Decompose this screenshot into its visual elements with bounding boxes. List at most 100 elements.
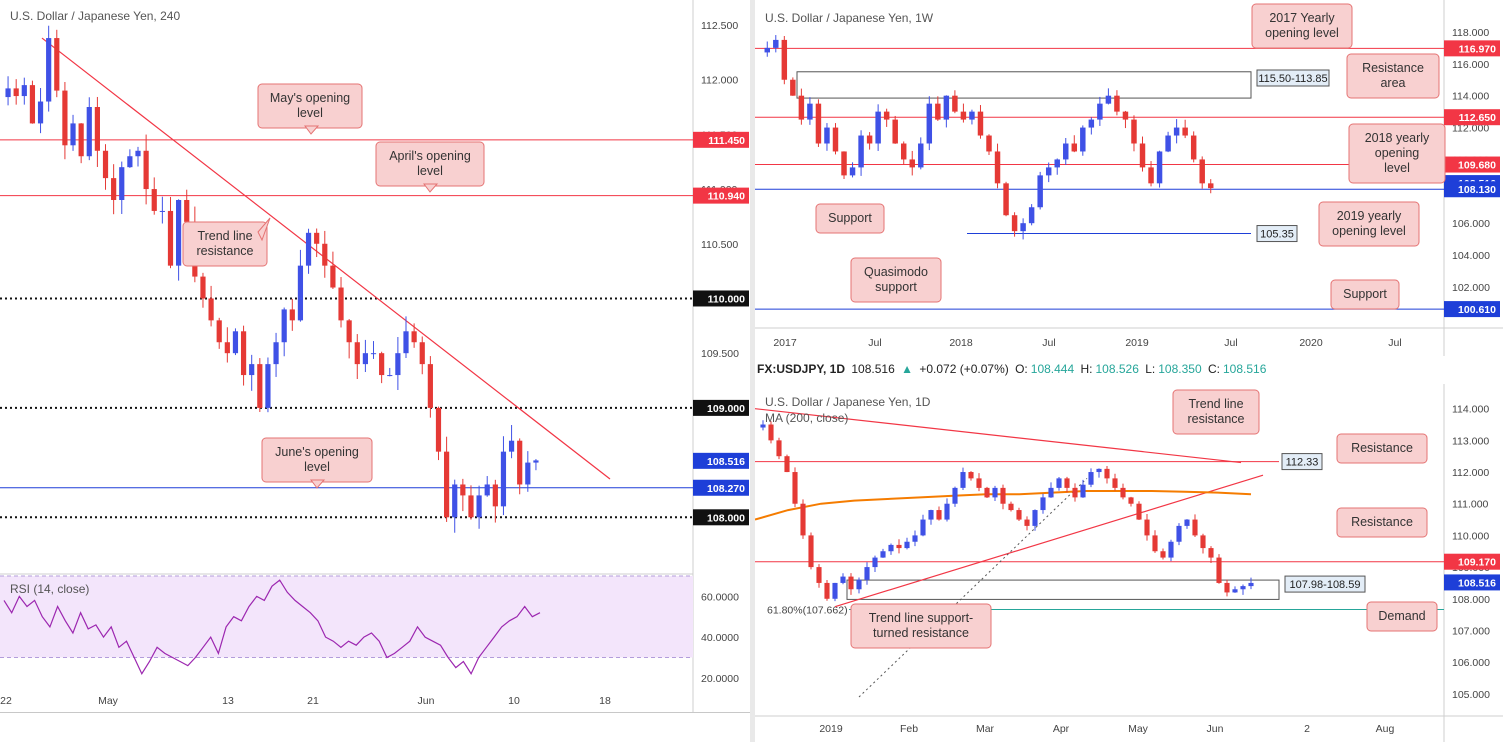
d1-trend-support-callout-text: Trend line support- [869,611,973,625]
h4-x-tick: Jun [418,695,435,707]
w1-level-tag [1444,156,1500,173]
w1-y-tick: 104.000 [1452,250,1490,262]
w1-2018-callout-box [1348,123,1446,184]
h4-axis-bottom-line [0,712,750,713]
w1-x-tick: Jul [868,337,881,349]
h4-level-tag [693,290,749,307]
h4-candle [533,460,539,463]
ticker-open: 108.444 [1030,362,1075,376]
h4-level-tag [693,399,749,416]
d1-y-tick: 110.000 [1452,530,1489,542]
w1-candle [1156,151,1163,184]
h4-candle [200,276,206,299]
w1-resistance-area-callout-text: Resistance [1362,61,1424,75]
h4-candle [167,210,174,266]
w1-x-tick: Jul [1224,337,1237,349]
h4-candle [492,484,498,507]
d1-y-tick: 111.000 [1452,499,1489,511]
h4-may-callout-text: level [297,106,323,120]
d1-candle [856,579,862,590]
w1-candle [1045,167,1052,176]
w1-level-tag-label: 116.970 [1459,43,1497,55]
d1-candle [1056,478,1062,488]
h4-candle [338,287,344,321]
h4-x-tick: 22 [0,695,12,707]
w1-level-tag-label: 109.680 [1458,160,1496,172]
d1-dotted-trend [858,478,1088,698]
w1-quasimodo-callout-box [850,257,942,303]
w1-candle [1148,167,1154,184]
h4-x-tick: May [98,695,119,707]
daily-chart[interactable]: 114.000113.000112.000111.000110.000109.0… [755,384,1503,742]
h4-april-callout-text: level [417,164,443,178]
daily-chart-panel[interactable]: 114.000113.000112.000111.000110.000109.0… [755,384,1503,742]
w1-x-tick: Jul [1388,337,1401,349]
d1-y-tick: 106.000 [1452,657,1490,669]
d1-candle [992,487,998,498]
d1-demand-zone [846,579,1280,600]
d1-candle [1200,535,1206,549]
d1-candle [760,424,766,428]
d1-candle [1128,497,1134,504]
h4-chart-panel[interactable]: 112.500112.000111.500111.000110.500110.0… [0,0,750,712]
h4-candle [46,38,52,102]
d1-candle [1032,510,1038,526]
d1-candle [800,503,806,536]
h4-level-tag [693,479,749,496]
d1-x-tick: 2 [1304,723,1310,735]
d1-candle [944,503,950,520]
w1-zone-label-box [1256,69,1330,87]
w1-candle [1173,127,1180,136]
weekly-chart-panel[interactable]: 118.000116.000114.000112.000110.000108.0… [755,0,1503,356]
d1-level-tag [1444,553,1500,570]
w1-level-tag [1444,301,1500,318]
w1-x-tick: 2019 [1125,337,1149,349]
h4-candle [208,298,214,321]
h4-candle [119,167,125,200]
h4-candle [216,320,222,343]
d1-candle [896,544,902,549]
h4-candle [94,107,100,151]
w1-level-tag [1444,40,1500,57]
w1-support2-callout-text: Support [1343,287,1387,301]
w1-level-tag [1444,109,1500,126]
d1-resistance-label-box [1281,453,1323,471]
w1-candle [1037,175,1043,208]
h4-candle [370,353,377,355]
h4-candle [232,331,239,354]
weekly-chart[interactable]: 118.000116.000114.000112.000110.000108.0… [755,0,1503,356]
d1-trend-callout-text: resistance [1188,412,1245,426]
w1-2018-callout-text: 2018 yearly [1365,131,1430,145]
w1-2017-callout-text: opening level [1265,26,1339,40]
h4-candle [322,243,328,266]
h4-candle [37,101,44,124]
d1-candle [824,582,830,599]
w1-candle [892,119,898,144]
w1-candle [883,111,890,120]
w1-quasimodo-label: 105.35 [1260,229,1294,241]
w1-candle [841,151,847,176]
w1-candle [1071,143,1078,152]
h4-april-callout-pointer [423,183,439,193]
h4-candle [29,85,36,124]
d1-candle [1176,525,1182,542]
d1-candle [1024,519,1030,526]
d1-candle [1000,487,1006,504]
h4-candle [395,353,401,376]
h4-june-callout-text: June's opening [275,445,359,459]
d1-candle [1216,557,1222,583]
d1-title: U.S. Dollar / Japanese Yen, 1D [765,395,931,409]
h4-candle [62,90,68,146]
d1-resistance2-callout-box [1336,507,1428,538]
h4-x-tick: 10 [508,695,520,707]
d1-trend-support-callout-text: turned resistance [873,626,969,640]
h4-level-tag-label: 111.450 [708,135,745,147]
h4-chart[interactable]: 112.500112.000111.500111.000110.500110.0… [0,0,750,712]
w1-candle [875,111,881,144]
w1-y-tick: 102.000 [1452,282,1490,294]
h4-candle [265,364,271,408]
ticker-high: 108.526 [1095,362,1139,376]
w1-candle [1199,159,1205,184]
h4-candle [135,150,141,157]
w1-candle [1063,143,1069,160]
